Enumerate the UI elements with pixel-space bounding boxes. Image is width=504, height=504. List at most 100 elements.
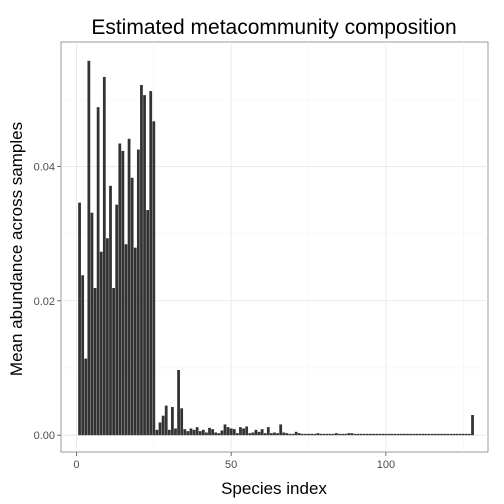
bar (424, 433, 428, 436)
bar (297, 433, 301, 436)
bar (421, 433, 425, 436)
bar (356, 433, 360, 436)
bar (464, 433, 468, 436)
chart-title: Estimated metacommunity composition (91, 16, 456, 39)
bar (399, 433, 403, 436)
bar (223, 424, 227, 436)
bar (226, 427, 230, 436)
bar (263, 433, 267, 436)
bar (403, 433, 406, 436)
bar (81, 275, 85, 436)
bar (334, 433, 338, 436)
bar (338, 433, 341, 436)
bar (121, 150, 125, 436)
bar (192, 429, 196, 436)
bar (458, 433, 462, 436)
x-tick-label: 50 (225, 459, 237, 471)
bar (84, 358, 88, 436)
bar (396, 433, 400, 436)
bar (288, 433, 292, 436)
bar (266, 427, 270, 436)
bar (393, 433, 397, 436)
bar (186, 431, 190, 436)
bar (409, 433, 413, 436)
bar (375, 433, 378, 436)
bar (198, 431, 202, 436)
bar (434, 433, 437, 436)
bar (449, 433, 453, 436)
bar (136, 149, 140, 436)
bar (279, 424, 283, 436)
bar (115, 204, 119, 436)
bar (440, 433, 443, 436)
bar (304, 433, 307, 436)
bar (118, 143, 122, 436)
bar (124, 244, 128, 436)
bar (328, 433, 332, 436)
bar (390, 433, 394, 436)
bar (140, 85, 143, 436)
bar (415, 433, 419, 436)
bar (455, 433, 459, 436)
bar (350, 433, 354, 436)
x-axis-ticks: 0 50 100 (73, 452, 395, 471)
bar (437, 433, 440, 436)
bar (90, 212, 94, 436)
x-tick-label: 100 (377, 459, 395, 471)
bar (313, 433, 317, 436)
bar (251, 432, 255, 436)
bar (273, 432, 276, 436)
bar (270, 433, 273, 436)
bar (430, 433, 434, 436)
bar (452, 433, 456, 436)
x-axis-title: Species index (221, 479, 327, 498)
bar (235, 433, 239, 436)
bar (195, 427, 199, 436)
bar (161, 415, 165, 436)
bar (257, 431, 261, 436)
bar (310, 433, 314, 436)
bar (208, 427, 211, 436)
bar (133, 247, 137, 436)
bar (102, 76, 106, 436)
bar (149, 91, 153, 436)
bar (359, 433, 363, 436)
bar (214, 432, 218, 436)
bar (468, 433, 471, 436)
bar (412, 433, 416, 436)
bar (177, 370, 180, 436)
bar (232, 429, 236, 436)
bar (189, 428, 193, 436)
bar (384, 433, 388, 436)
y-axis-ticks: 0.00 0.02 0.04 (34, 161, 61, 442)
bar (93, 288, 97, 436)
bar (427, 433, 431, 436)
bar (372, 433, 375, 436)
bar (152, 121, 156, 436)
bar (325, 433, 329, 436)
bar (378, 433, 382, 436)
bar (87, 60, 91, 436)
bar (245, 426, 249, 436)
y-axis-title: Mean abundance across samples (7, 122, 26, 376)
bar (109, 185, 112, 436)
bar (418, 433, 422, 436)
y-tick-label: 0.02 (34, 296, 55, 308)
bar (78, 202, 81, 436)
bar (127, 138, 131, 436)
bar (319, 433, 323, 436)
bar (316, 433, 320, 436)
y-tick-label: 0.00 (34, 430, 55, 442)
bar (446, 433, 450, 436)
bar (164, 405, 168, 436)
bar (130, 177, 134, 436)
bar (143, 95, 146, 436)
bar (229, 428, 233, 436)
bar (155, 429, 159, 436)
bar (239, 427, 242, 436)
bar (171, 406, 174, 436)
bar (242, 428, 245, 436)
bar (106, 238, 109, 436)
bar (347, 433, 351, 436)
